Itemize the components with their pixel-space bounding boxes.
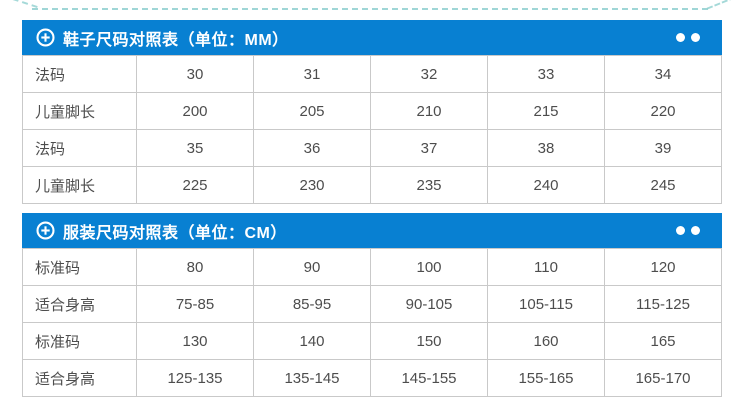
- value-cell: 225: [136, 166, 254, 204]
- dot-icon: [691, 226, 700, 235]
- table-row: 标准码 130 140 150 160 165: [22, 322, 722, 360]
- row-label-cell: 适合身高: [22, 285, 137, 323]
- value-cell: 210: [370, 92, 488, 130]
- value-cell: 39: [604, 129, 722, 167]
- value-cell: 165-170: [604, 359, 722, 397]
- stitch-line-decoration: [32, 8, 708, 10]
- value-cell: 90-105: [370, 285, 488, 323]
- value-cell: 80: [136, 248, 254, 286]
- value-cell: 38: [487, 129, 605, 167]
- value-cell: 31: [253, 55, 371, 93]
- value-cell: 165: [604, 322, 722, 360]
- value-cell: 105-115: [487, 285, 605, 323]
- shoe-size-section: 鞋子尺码对照表（单位：MM） 法码 30 31 32 33 34 儿童脚长 200 205 210…: [22, 20, 722, 204]
- row-label-cell: 法码: [22, 129, 137, 167]
- clothing-size-table: 标准码 80 90 100 110 120 适合身高 75-85 85-95 90-105 105-…: [22, 248, 722, 397]
- table-row: 法码 30 31 32 33 34: [22, 55, 722, 93]
- value-cell: 155-165: [487, 359, 605, 397]
- value-cell: 33: [487, 55, 605, 93]
- header-dots-decoration: [676, 226, 700, 235]
- value-cell: 215: [487, 92, 605, 130]
- table-row: 儿童脚长 200 205 210 215 220: [22, 92, 722, 130]
- shoe-size-table: 法码 30 31 32 33 34 儿童脚长 200 205 210 215 220 法码 35 36 37 3…: [22, 55, 722, 204]
- value-cell: 34: [604, 55, 722, 93]
- table-row: 标准码 80 90 100 110 120: [22, 248, 722, 286]
- row-label-cell: 标准码: [22, 322, 137, 360]
- value-cell: 230: [253, 166, 371, 204]
- value-cell: 35: [136, 129, 254, 167]
- value-cell: 140: [253, 322, 371, 360]
- value-cell: 32: [370, 55, 488, 93]
- value-cell: 125-135: [136, 359, 254, 397]
- value-cell: 100: [370, 248, 488, 286]
- header-dots-decoration: [676, 33, 700, 42]
- value-cell: 205: [253, 92, 371, 130]
- value-cell: 150: [370, 322, 488, 360]
- value-cell: 245: [604, 166, 722, 204]
- value-cell: 110: [487, 248, 605, 286]
- value-cell: 220: [604, 92, 722, 130]
- clothing-size-title: 服装尺码对照表（单位：CM）: [63, 224, 287, 242]
- value-cell: 235: [370, 166, 488, 204]
- dot-icon: [691, 33, 700, 42]
- row-label-cell: 法码: [22, 55, 137, 93]
- clothing-size-header: 服装尺码对照表（单位：CM）: [22, 213, 722, 248]
- dot-icon: [676, 33, 685, 42]
- table-row: 法码 35 36 37 38 39: [22, 129, 722, 167]
- value-cell: 36: [253, 129, 371, 167]
- table-row: 适合身高 75-85 85-95 90-105 105-115 115-125: [22, 285, 722, 323]
- value-cell: 240: [487, 166, 605, 204]
- row-label-cell: 儿童脚长: [22, 166, 137, 204]
- plus-circle-icon: [36, 221, 55, 240]
- value-cell: 30: [136, 55, 254, 93]
- shoe-size-title: 鞋子尺码对照表（单位：MM）: [63, 31, 289, 49]
- row-label-cell: 儿童脚长: [22, 92, 137, 130]
- table-row: 适合身高 125-135 135-145 145-155 155-165 165-170: [22, 359, 722, 397]
- value-cell: 200: [136, 92, 254, 130]
- value-cell: 130: [136, 322, 254, 360]
- dot-icon: [676, 226, 685, 235]
- table-row: 儿童脚长 225 230 235 240 245: [22, 166, 722, 204]
- stitch-corner-right-decoration: [706, 0, 736, 10]
- row-label-cell: 标准码: [22, 248, 137, 286]
- value-cell: 135-145: [253, 359, 371, 397]
- row-label-cell: 适合身高: [22, 359, 137, 397]
- value-cell: 120: [604, 248, 722, 286]
- shoe-size-header: 鞋子尺码对照表（单位：MM）: [22, 20, 722, 55]
- value-cell: 160: [487, 322, 605, 360]
- value-cell: 37: [370, 129, 488, 167]
- value-cell: 85-95: [253, 285, 371, 323]
- value-cell: 90: [253, 248, 371, 286]
- clothing-size-section: 服装尺码对照表（单位：CM） 标准码 80 90 100 110 120 适合身高 75-85…: [22, 213, 722, 397]
- value-cell: 75-85: [136, 285, 254, 323]
- plus-circle-icon: [36, 28, 55, 47]
- value-cell: 115-125: [604, 285, 722, 323]
- stitch-corner-left-decoration: [12, 0, 38, 8]
- value-cell: 145-155: [370, 359, 488, 397]
